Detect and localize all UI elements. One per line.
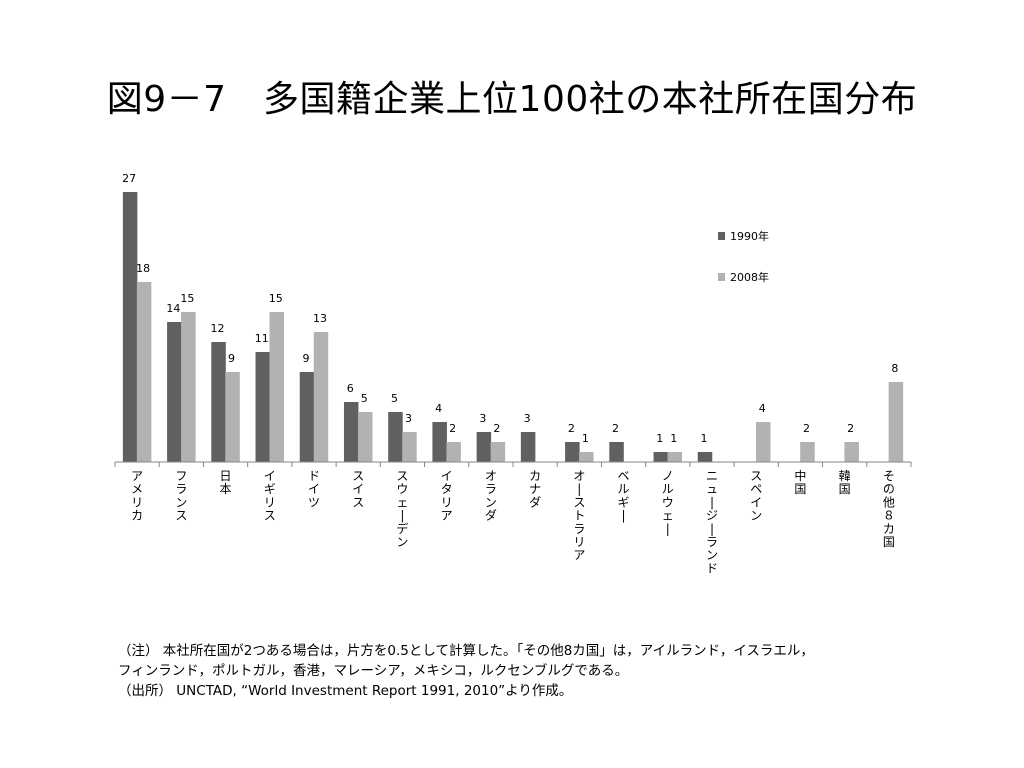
data-label: 13 (313, 312, 327, 325)
data-label: 2 (493, 422, 500, 435)
bar-1990-2 (211, 342, 226, 462)
x-tick-label: スウェ|デン (396, 469, 408, 549)
bar-1990-5 (343, 402, 359, 462)
bar-2008-4 (313, 332, 329, 462)
bar-2008-2 (225, 372, 240, 462)
x-tick-label: 中国 (794, 468, 806, 496)
data-label: 1 (656, 432, 663, 445)
bar-2008-16 (844, 442, 859, 462)
x-tick-label: ニュ|ジ|ランド (706, 469, 718, 575)
bar-2008-0 (136, 282, 152, 462)
bar-2008-6 (402, 432, 417, 462)
legend-label: 2008年 (730, 270, 769, 284)
x-tick-label: イタリア (441, 469, 453, 523)
bar-2008-8 (490, 442, 506, 462)
data-label: 15 (269, 292, 283, 305)
data-label: 2 (568, 422, 575, 435)
x-tick-label: ドイツ (308, 469, 320, 509)
page-title: 図9－7 多国籍企業上位100社の本社所在国分布 (106, 79, 918, 120)
data-label: 3 (479, 412, 486, 425)
x-tick-label: 韓国 (839, 469, 851, 496)
data-label: 18 (136, 262, 150, 275)
bar-1990-9 (520, 432, 536, 462)
x-tick-label: 日本 (220, 469, 232, 496)
x-tick-label: スペイン (750, 469, 762, 523)
data-label: 4 (759, 402, 766, 415)
data-label: 4 (435, 402, 442, 415)
data-label: 27 (122, 172, 136, 185)
x-tick-label: その他８カ国 (883, 469, 895, 549)
x-tick-label: スイス (352, 469, 364, 509)
x-tick-label: カナダ (529, 469, 541, 509)
bar-1990-1 (167, 322, 182, 462)
data-label: 6 (347, 382, 354, 395)
legend-label: 1990年 (730, 229, 769, 243)
data-label: 1 (701, 432, 708, 445)
data-label: 9 (303, 352, 310, 365)
bar-2008-7 (446, 442, 461, 462)
data-label: 15 (180, 292, 194, 305)
data-label: 3 (405, 412, 412, 425)
x-tick-label: フランス (175, 469, 187, 523)
bar-2008-12 (667, 452, 683, 462)
x-tick-label: ノルウェ| (662, 469, 674, 536)
bar-1990-8 (476, 432, 492, 462)
bar-2008-5 (357, 412, 373, 462)
note-line: （注） 本社所在国が2つある場合は，片方を0.5として計算した。「その他8カ国」… (118, 643, 814, 659)
bar-1990-10 (565, 442, 580, 462)
data-label: 9 (228, 352, 235, 365)
note-line: フィンランド，ポルトガル，香港，マレーシア，メキシコ，ルクセンブルグである。 (118, 663, 629, 679)
legend-swatch (718, 232, 725, 240)
data-label: 11 (255, 332, 269, 345)
bar-1990-4 (299, 372, 315, 462)
footnotes: （注） 本社所在国が2つある場合は，片方を0.5として計算した。「その他8カ国」… (118, 641, 918, 701)
x-tick-label: ベルギ| (618, 469, 630, 523)
source-line: （出所） UNCTAD, “World Investment Report 19… (118, 683, 573, 699)
x-tick-label: アメリカ (131, 469, 143, 523)
bar-1990-6 (388, 412, 403, 462)
data-label: 1 (582, 432, 589, 445)
data-label: 1 (670, 432, 677, 445)
data-label: 2 (612, 422, 619, 435)
x-tick-label: イギリス (264, 469, 276, 523)
x-tick-label: オ|ストラリア (573, 469, 585, 562)
data-label: 3 (524, 412, 531, 425)
bar-2008-10 (579, 452, 594, 462)
bar-2008-1 (181, 312, 196, 462)
data-label: 5 (391, 392, 398, 405)
bar-2008-3 (269, 312, 285, 462)
legend-swatch (718, 273, 725, 281)
data-label: 5 (361, 392, 368, 405)
bar-2008-15 (800, 442, 815, 462)
data-label: 12 (211, 322, 225, 335)
data-label: 2 (803, 422, 810, 435)
bar-1990-13 (697, 452, 713, 462)
bar-2008-17 (888, 382, 904, 462)
data-label: 2 (449, 422, 456, 435)
bar-2008-14 (755, 422, 771, 462)
bar-1990-11 (609, 442, 624, 462)
x-tick-label: オランダ (485, 469, 497, 523)
data-label: 2 (847, 422, 854, 435)
bar-1990-7 (432, 422, 447, 462)
bar-1990-3 (255, 352, 271, 462)
bar-1990-12 (653, 452, 669, 462)
data-label: 14 (166, 302, 180, 315)
data-label: 8 (891, 362, 898, 375)
bar-1990-0 (122, 192, 138, 462)
